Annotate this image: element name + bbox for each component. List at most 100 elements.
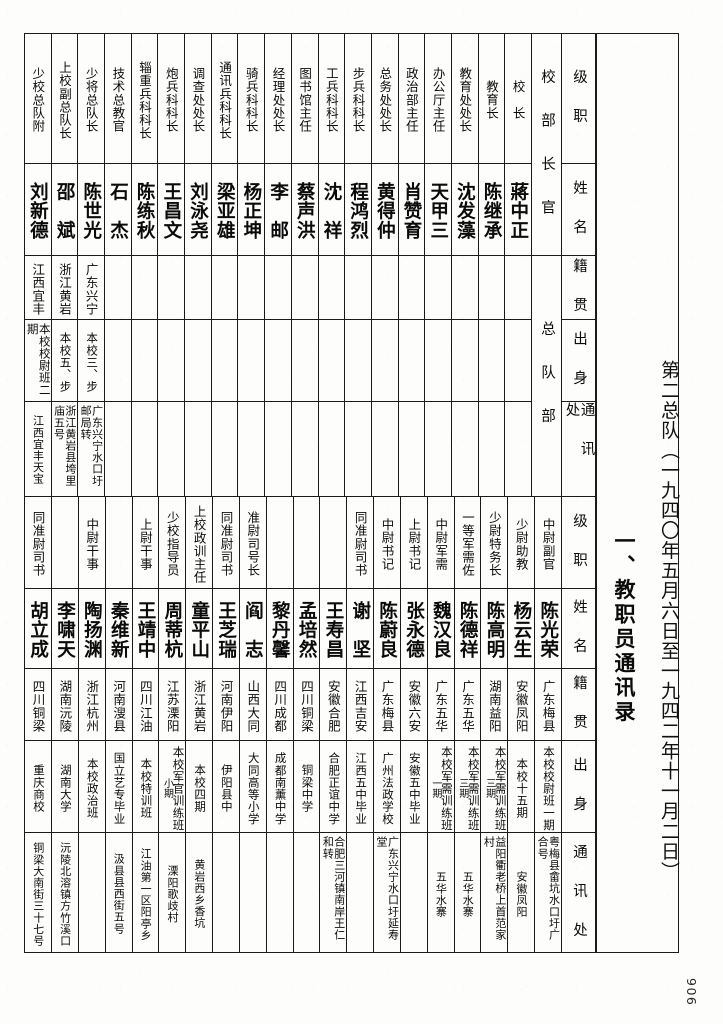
person-name: 杨云生 bbox=[508, 589, 535, 669]
person-rank: 政治部主任 bbox=[398, 34, 425, 164]
person-rank-text: 工兵科科长 bbox=[323, 67, 339, 133]
person-column[interactable]: 教育处处长 沈发藻 bbox=[450, 34, 478, 496]
person-education bbox=[505, 320, 531, 402]
person-column[interactable]: 调查处处长 刘泳尧 bbox=[184, 34, 211, 496]
person-name-text: 李啸天 bbox=[54, 601, 76, 659]
person-origin: 河南伊阳 bbox=[213, 669, 239, 741]
person-origin bbox=[505, 256, 531, 320]
person-column[interactable]: 中尉军需 魏汉良 广东五华 本校军需训练班 一期 五华水寨 bbox=[426, 497, 454, 952]
person-column[interactable]: 中尉副官 陈光荣 广东梅县 本校校尉班一期 粤梅县畲坑水口圩广合号 bbox=[534, 497, 561, 952]
person-rank: 一等军需佐 bbox=[454, 497, 481, 589]
person-education bbox=[105, 320, 131, 402]
person-origin-text: 湖南沅陵 bbox=[57, 679, 73, 733]
person-origin: 四川江油 bbox=[132, 669, 159, 741]
person-column[interactable]: 中尉书记 陈蔚良 广东梅县 广州法政学校 广东兴宁水口圩延寿堂 bbox=[373, 497, 400, 952]
person-column[interactable]: 上校副总队长邵 斌浙江黄岩 本校五、步 浙江黄岩县垮里庙五号 bbox=[50, 34, 78, 496]
person-column[interactable]: 经理处处长李 邮 bbox=[264, 34, 291, 496]
person-name: 谢 坚 bbox=[347, 589, 374, 669]
person-origin: 广东五华 bbox=[454, 669, 481, 741]
person-education: 本校校尉班一期 bbox=[535, 741, 561, 833]
person-rank-text: 中尉干事 bbox=[84, 517, 100, 571]
person-column[interactable]: 校 长蔣中正 bbox=[504, 34, 531, 496]
person-column[interactable]: 通讯兵科科长 梁亚雄 bbox=[210, 34, 238, 496]
person-column[interactable]: 黎丹馨 四川成都 成都南薰中学 bbox=[265, 497, 293, 952]
person-column[interactable]: 李啸天 湖南沅陵 湖南大学 沅陵北溶镇方竹溪口 bbox=[50, 497, 78, 952]
person-name-text: 邵 斌 bbox=[54, 182, 76, 240]
person-education: 重庆商校 bbox=[25, 741, 51, 833]
person-education-text: 本校三、步 bbox=[85, 331, 100, 393]
page-number: 906 bbox=[684, 977, 699, 1006]
person-name-text: 程鸿烈 bbox=[347, 182, 369, 240]
person-column[interactable]: 步兵科科长 程鸿烈 bbox=[344, 34, 371, 496]
person-column[interactable]: 同准尉司书 胡立成 四川铜梁 重庆商校 铜梁大南街三十七号 bbox=[25, 497, 51, 952]
roster-table-frame: 第二总队（一九四〇年五月六日至一九四二年十一月二日） 一、教职员通讯录 级 职 … bbox=[24, 33, 680, 953]
person-column[interactable]: 上尉干事 王靖中 四川江油 本校特训班 江油第一区阳亭乡 bbox=[131, 497, 159, 952]
person-column[interactable]: 准尉司号长阎 志山西大同 大同高等小学 bbox=[238, 497, 266, 952]
person-column[interactable]: 同准尉司书谢 坚江西吉安 江西五中毕业 bbox=[346, 497, 374, 952]
person-column[interactable]: 上尉书记 张永德 安徽六安 安徽五中毕业 bbox=[399, 497, 427, 952]
person-column[interactable]: 少校指导员 周蒂杭 江苏溧阳 本校军官训练班 小期 溧阳歌歧村 bbox=[158, 497, 186, 952]
person-rank: 校 长 bbox=[505, 34, 531, 164]
person-address: 溧阳歌歧村 bbox=[159, 833, 185, 952]
person-column[interactable]: 上校政训主任 童平山 浙江黄岩 本校四期 黄岩西乡香坑 bbox=[185, 497, 213, 952]
person-rank-text: 中尉军需 bbox=[433, 517, 449, 571]
person-column[interactable]: 炮兵科科长 王昌文 bbox=[157, 34, 185, 496]
person-rank: 少尉助教 bbox=[508, 497, 535, 589]
person-education bbox=[345, 320, 371, 402]
person-column[interactable]: 教育长 陈继承 bbox=[477, 34, 505, 496]
row-label-origin: 籍 贯 bbox=[562, 256, 595, 320]
person-column[interactable]: 中尉干事 陶扬渊 浙江杭州 本校政治班 bbox=[77, 497, 105, 952]
person-rank: 上尉书记 bbox=[400, 497, 427, 589]
person-address: 浙江黄岩县垮里庙五号 bbox=[52, 402, 78, 495]
person-column[interactable]: 少尉特务长 陈高明 湖南益阳 本校军需训练班 三期 益阳衢老桥上首范家村 bbox=[480, 497, 508, 952]
person-origin: 四川铜梁 bbox=[293, 669, 320, 741]
person-column[interactable]: 一等军需佐 陈德祥 广东五华 本校军需训练班 三期 五华水寨 bbox=[453, 497, 481, 952]
person-column[interactable]: 技术总教官石 杰 bbox=[104, 34, 131, 496]
person-education-minor: 三期 bbox=[456, 778, 468, 798]
person-address bbox=[319, 402, 345, 495]
person-education: 伊阳县中 bbox=[213, 741, 239, 833]
person-column[interactable]: 少将总队长 陈世光 广东兴宁 本校三、步 广东兴宁水口圩邮局转 bbox=[77, 34, 104, 496]
person-education bbox=[185, 320, 211, 402]
person-column[interactable]: 工兵科科长沈 祥 bbox=[317, 34, 345, 496]
group-label-zongduibu: 总 队 部 bbox=[539, 321, 556, 430]
person-column[interactable]: 办公厅主任 天甲三 bbox=[424, 34, 451, 496]
person-column[interactable]: 王寿昌 安徽合肥 合肥正谊中学 合肥三河镇南岸王仁和转 bbox=[319, 497, 347, 952]
person-education: 本校军官训练班 小期 bbox=[159, 741, 186, 833]
person-name: 周蒂杭 bbox=[159, 589, 186, 669]
person-column[interactable]: 图书馆主任 蔡声洪 bbox=[290, 34, 318, 496]
person-column[interactable]: 同准尉司书 王芝瑞 河南伊阳 伊阳县中 bbox=[212, 497, 239, 952]
person-education-minor: 三期 bbox=[483, 778, 495, 798]
person-address-text: 五华水寨 bbox=[434, 870, 448, 918]
person-name-text: 陈世光 bbox=[80, 182, 102, 240]
person-name-text: 王寿昌 bbox=[322, 601, 344, 659]
person-column[interactable]: 骑兵科科长 杨正坤 bbox=[237, 34, 265, 496]
person-column[interactable]: 孟培然 四川铜梁 铜梁中学 bbox=[292, 497, 320, 952]
person-address-text: 安徽凤阳 bbox=[514, 870, 528, 918]
person-address-text: 五华水寨 bbox=[461, 870, 475, 918]
person-name-text: 天甲三 bbox=[427, 182, 449, 240]
person-column[interactable]: 总务处处长 黄得仲 bbox=[370, 34, 398, 496]
person-name-text: 石 杰 bbox=[107, 182, 129, 240]
person-column[interactable]: 秦维新 河南溲县 国立艺专毕业 汲县县西街五号 bbox=[104, 497, 132, 952]
person-address bbox=[158, 402, 184, 495]
person-name: 梁亚雄 bbox=[211, 164, 238, 256]
person-address-text: 铜梁大南街三十七号 bbox=[31, 841, 45, 947]
person-origin-text: 湖南益阳 bbox=[486, 679, 502, 733]
person-rank: 少尉特务长 bbox=[481, 497, 508, 589]
person-education: 安徽五中毕业 bbox=[400, 741, 427, 833]
person-column[interactable]: 少尉助教 杨云生 安徽凤阳 本校十五期 安徽凤阳 bbox=[507, 497, 535, 952]
person-origin bbox=[425, 256, 451, 320]
person-origin-text: 安徽六安 bbox=[406, 679, 422, 733]
person-origin: 安徽凤阳 bbox=[508, 669, 535, 741]
person-education: 本校校尉班二期 bbox=[24, 320, 51, 402]
person-column[interactable]: 辎重兵科科长 陈练秋 bbox=[130, 34, 158, 496]
person-rank: 教育长 bbox=[478, 34, 505, 164]
person-column[interactable]: 政治部主任 肖赞育 bbox=[397, 34, 425, 496]
person-address bbox=[452, 402, 478, 495]
person-name: 蔡声洪 bbox=[291, 164, 318, 256]
person-origin-text: 广东梅县 bbox=[379, 679, 395, 733]
person-column[interactable]: 少校总队附 刘新德 江西宜丰 本校校尉班二期 江西宜丰天宝 bbox=[24, 34, 51, 496]
person-rank: 中尉军需 bbox=[427, 497, 454, 589]
